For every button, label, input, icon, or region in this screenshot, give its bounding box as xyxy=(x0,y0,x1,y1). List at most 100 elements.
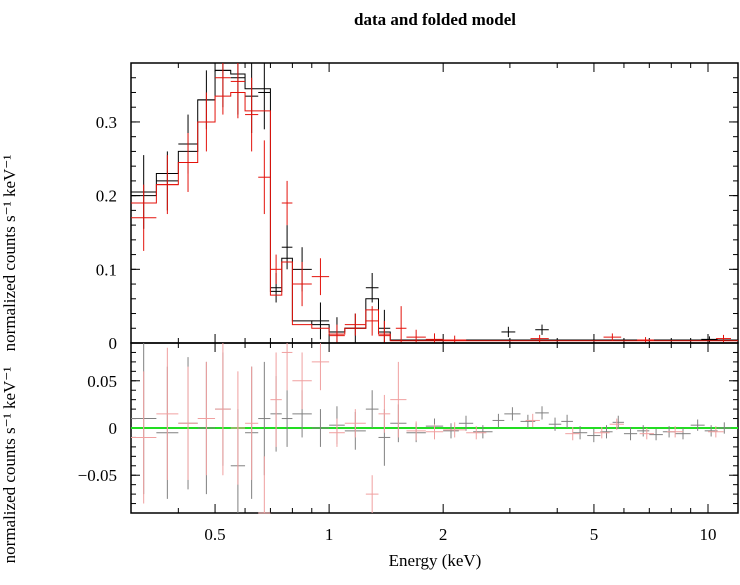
data-point xyxy=(609,418,624,430)
data-point xyxy=(501,326,516,338)
data-point xyxy=(281,225,293,270)
data-point xyxy=(215,63,231,115)
data-point xyxy=(156,155,179,215)
data-point xyxy=(623,427,638,441)
data-point xyxy=(525,413,540,428)
data-point xyxy=(230,63,246,119)
data-point xyxy=(292,352,312,410)
data-point xyxy=(535,324,549,335)
data-point xyxy=(270,254,282,285)
data-point xyxy=(504,407,521,421)
data-point xyxy=(603,333,622,341)
data-point xyxy=(344,409,366,438)
x-tick-label: 1 xyxy=(325,525,334,544)
data-point xyxy=(258,140,271,215)
data-point xyxy=(443,423,459,439)
data-point xyxy=(395,306,407,343)
data-point xyxy=(530,334,549,343)
data-point xyxy=(675,428,691,440)
data-point xyxy=(443,422,467,438)
data-point xyxy=(311,409,330,447)
data-point xyxy=(178,366,198,480)
data-point xyxy=(365,273,379,303)
data-point xyxy=(639,428,654,440)
data-point xyxy=(637,425,650,437)
data-point xyxy=(281,343,293,391)
data-point xyxy=(245,366,259,480)
data-point xyxy=(548,417,562,431)
y-axis-label-spectrum: normalized counts s⁻¹ keV⁻¹ xyxy=(0,155,19,352)
x-tick-label: 5 xyxy=(590,525,599,544)
y-tick-label: 0.3 xyxy=(96,113,117,132)
data-point xyxy=(230,371,246,485)
data-point xyxy=(572,426,588,440)
panel-frame xyxy=(130,62,739,344)
data-point xyxy=(406,421,426,441)
y-tick-label: 0 xyxy=(109,334,118,353)
data-point xyxy=(612,415,624,429)
y-tick-label: 0.1 xyxy=(96,260,117,279)
x-tick-label: 10 xyxy=(699,525,716,544)
data-point xyxy=(690,419,705,431)
y-axis-label-residuals: normalized counts s⁻¹ keV⁻¹ xyxy=(0,367,19,564)
data-point xyxy=(667,426,684,438)
chart-title: data and folded model xyxy=(354,10,516,29)
data-point xyxy=(197,92,216,152)
data-point xyxy=(281,180,293,226)
data-point xyxy=(344,313,366,336)
data-point xyxy=(311,258,330,296)
data-point xyxy=(587,428,601,443)
data-point xyxy=(311,343,330,391)
data-point xyxy=(458,415,474,431)
data-point xyxy=(292,261,312,307)
data-point xyxy=(717,422,731,434)
data-point xyxy=(215,343,231,476)
data-point xyxy=(329,324,345,343)
data-point xyxy=(707,426,724,438)
data-point xyxy=(593,427,610,439)
x-tick-labels: 0.5 1 2 5 10 xyxy=(204,525,716,544)
data-point xyxy=(197,361,216,476)
y-tick-label: 0 xyxy=(109,419,118,438)
data-point xyxy=(535,406,549,420)
y-tick-label: 0.05 xyxy=(87,372,117,391)
data-point xyxy=(281,390,293,447)
data-point xyxy=(492,413,505,428)
x-axis-label: Energy (keV) xyxy=(389,551,482,570)
residual-panel: −0.05 0 0.05 xyxy=(78,342,739,514)
data-point xyxy=(329,418,345,447)
data-point xyxy=(258,456,271,514)
y-tick-label: 0.2 xyxy=(96,187,117,206)
data-point xyxy=(716,334,731,343)
data-point xyxy=(466,426,487,440)
data-point xyxy=(561,414,573,428)
model-step-line xyxy=(131,91,738,342)
data-point xyxy=(406,329,426,343)
x-tick-label: 0.5 xyxy=(204,525,225,544)
data-point xyxy=(637,337,654,343)
data-point xyxy=(365,475,379,513)
data-point xyxy=(443,335,467,343)
spectrum-panel: 0 0.1 0.2 0.3 xyxy=(96,62,739,353)
data-point xyxy=(425,424,444,440)
data-point xyxy=(378,394,391,433)
data-point xyxy=(378,320,391,343)
data-point xyxy=(425,333,444,343)
data-point xyxy=(178,133,198,192)
data-point xyxy=(258,63,271,130)
data-point xyxy=(156,347,179,480)
data-point xyxy=(270,352,282,447)
data-point xyxy=(131,371,157,504)
data-point xyxy=(311,302,330,340)
x-tick-label: 2 xyxy=(439,525,448,544)
data-point xyxy=(649,428,663,441)
data-point xyxy=(390,361,407,438)
data-point xyxy=(701,336,718,343)
data-point xyxy=(365,306,379,336)
model-step-line xyxy=(131,69,738,341)
data-point xyxy=(365,390,379,428)
data-point xyxy=(131,184,157,251)
data-point xyxy=(245,77,259,152)
data-point xyxy=(565,427,581,441)
